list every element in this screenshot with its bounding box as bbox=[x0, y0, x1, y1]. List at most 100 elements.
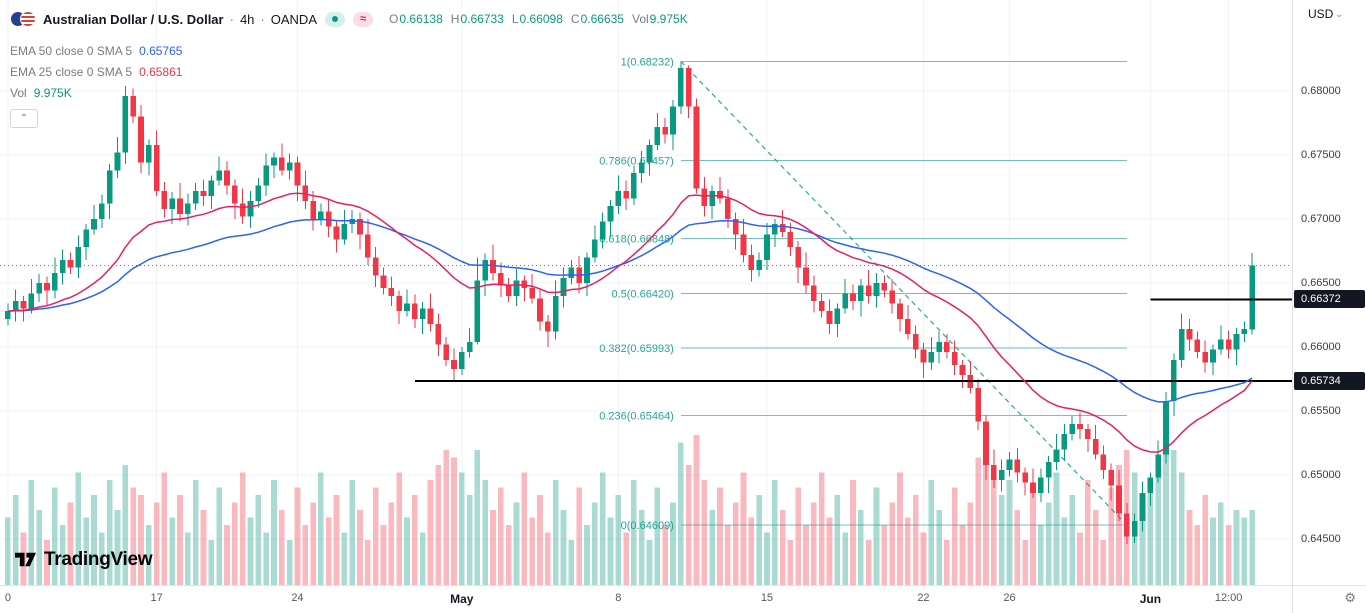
candle-body bbox=[1045, 462, 1052, 478]
candle-body bbox=[1178, 329, 1185, 360]
volume-bar bbox=[365, 540, 371, 585]
ohlc-item-label: O bbox=[389, 12, 399, 26]
candle-body bbox=[185, 203, 191, 214]
candle-body bbox=[787, 231, 794, 248]
ohlc-item-value: 0.66733 bbox=[460, 12, 504, 26]
time-tick-label: 26 bbox=[1003, 592, 1016, 604]
candle-body bbox=[365, 234, 371, 258]
tradingview-logo[interactable]: TradingView bbox=[14, 548, 153, 571]
candle-body bbox=[662, 126, 669, 135]
candle-body bbox=[607, 206, 614, 222]
indicator-row-volume[interactable]: Vol 9.975K bbox=[10, 83, 688, 102]
ema-50-line bbox=[7, 218, 1253, 403]
candle-body bbox=[756, 259, 762, 271]
candle-body bbox=[1217, 339, 1224, 350]
candle-body bbox=[897, 303, 903, 319]
volume-bar bbox=[826, 517, 833, 585]
candle-body bbox=[889, 290, 895, 304]
volume-bar bbox=[83, 517, 89, 585]
ohlc-item-label: Vol bbox=[631, 12, 649, 26]
volume-bar bbox=[709, 510, 715, 585]
volume-bar bbox=[349, 480, 356, 585]
candle-body bbox=[83, 229, 89, 248]
candle-body bbox=[693, 106, 700, 189]
price-tick-label: 0.65500 bbox=[1301, 404, 1341, 417]
volume-bar bbox=[975, 457, 982, 585]
candle-body bbox=[1186, 329, 1193, 340]
volume-bar bbox=[991, 465, 997, 585]
volume-bar bbox=[811, 502, 817, 585]
chevron-down-icon: ⌄ bbox=[1335, 8, 1343, 19]
volume-bar bbox=[325, 517, 332, 585]
candle-body bbox=[91, 219, 97, 230]
collapse-indicators-button[interactable]: ⌃ bbox=[10, 109, 38, 128]
candle-body bbox=[36, 283, 43, 294]
candle-body bbox=[341, 224, 348, 240]
gear-icon[interactable]: ⚙ bbox=[1344, 590, 1356, 605]
candle-body bbox=[904, 318, 911, 335]
price-axis[interactable]: USD ⌄ 0.68000 0.67500 0.67000 0.66500 0.6600… bbox=[1292, 0, 1366, 585]
volume-bar bbox=[419, 532, 426, 585]
volume-bar bbox=[662, 525, 669, 585]
interval-label[interactable]: 4h bbox=[239, 11, 255, 27]
volume-bar bbox=[897, 472, 903, 585]
time-tick-label: 8 bbox=[615, 592, 622, 604]
indicator-row-ema-50[interactable]: EMA 50 close 0 SMA 5 0.65765 bbox=[10, 41, 688, 60]
volume-bar bbox=[224, 525, 230, 585]
currency-selector[interactable]: USD ⌄ bbox=[1308, 7, 1343, 21]
indicator-row-ema-25[interactable]: EMA 25 close 0 SMA 5 0.65861 bbox=[10, 62, 688, 81]
volume-bar bbox=[1155, 465, 1162, 585]
time-tick-label: May bbox=[450, 592, 474, 606]
candle-body bbox=[396, 295, 402, 312]
volume-bar bbox=[904, 517, 911, 585]
volume-bar bbox=[310, 502, 316, 585]
ohlc-item-value: 0.66098 bbox=[519, 12, 563, 26]
exchange-label[interactable]: OANDA bbox=[270, 11, 317, 27]
volume-bar bbox=[278, 510, 285, 585]
candle-body bbox=[779, 224, 786, 232]
time-tick-label: 24 bbox=[291, 592, 304, 604]
candle-body bbox=[1100, 454, 1107, 470]
candle-body bbox=[865, 285, 872, 296]
candle-body bbox=[998, 469, 1005, 481]
volume-bar bbox=[1233, 510, 1240, 585]
volume-bar bbox=[427, 480, 434, 585]
candle-body bbox=[388, 288, 395, 296]
chart-canvas[interactable]: 1(0.68232) 0.786(0.67457) 0.618(0.66848) 0.… bbox=[0, 0, 1292, 585]
volume-bar bbox=[75, 472, 82, 585]
volume-bar bbox=[873, 487, 880, 585]
candle-body bbox=[1131, 521, 1138, 537]
candle-body bbox=[638, 162, 645, 173]
candle-body bbox=[255, 185, 262, 202]
candle-body bbox=[521, 280, 528, 289]
candle-body bbox=[505, 285, 512, 296]
candle-body bbox=[818, 300, 825, 312]
candle-body bbox=[1037, 477, 1044, 493]
candle-body bbox=[153, 144, 160, 191]
candle-body bbox=[811, 285, 817, 301]
ohlc-item: O 0.66138 bbox=[389, 12, 443, 26]
time-axis[interactable]: 0 17 24 May 8 15 22 26 Jun 12:00 bbox=[0, 585, 1292, 613]
volume-bar bbox=[232, 502, 238, 585]
candle-body bbox=[404, 303, 410, 312]
volume-bar bbox=[411, 495, 418, 585]
indicator-value: 0.65765 bbox=[139, 43, 183, 58]
volume-bar bbox=[1194, 525, 1201, 585]
volume-bar bbox=[490, 510, 496, 585]
volume-bar bbox=[138, 495, 144, 585]
candle-body bbox=[803, 267, 809, 286]
symbol-title[interactable]: Australian Dollar / U.S. Dollar bbox=[43, 11, 224, 27]
candle-body bbox=[145, 144, 152, 163]
candle-body bbox=[928, 352, 935, 363]
candle-body bbox=[623, 190, 629, 199]
candle-body bbox=[75, 247, 82, 268]
candle-body bbox=[975, 387, 982, 422]
candle-body bbox=[599, 221, 606, 240]
candle-body bbox=[951, 352, 958, 365]
candle-body bbox=[1014, 459, 1021, 473]
ohlc-item: Vol 9.975K bbox=[632, 12, 688, 26]
volume-bar bbox=[388, 502, 395, 585]
candle-body bbox=[936, 341, 942, 353]
candle-body bbox=[537, 298, 543, 322]
